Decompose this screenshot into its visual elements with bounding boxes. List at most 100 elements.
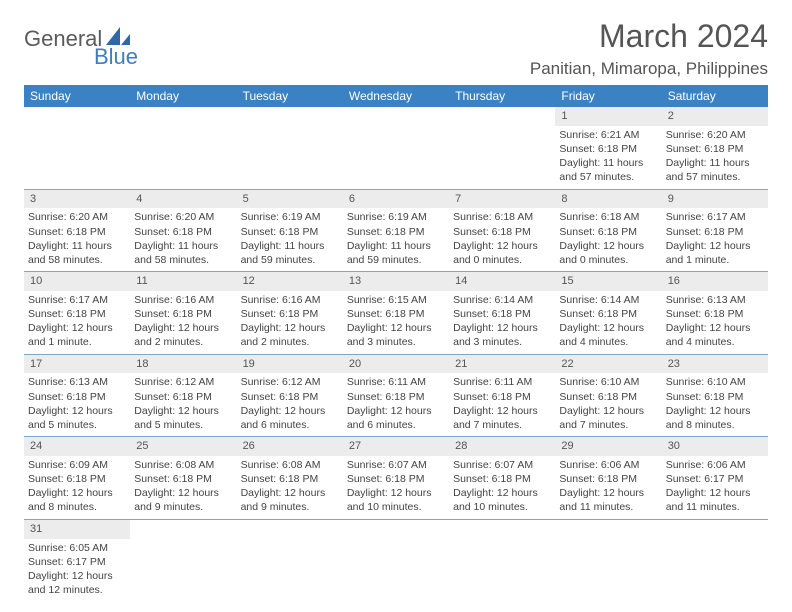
- day-content: Sunrise: 6:06 AMSunset: 6:18 PMDaylight:…: [555, 456, 661, 519]
- day-content: Sunrise: 6:07 AMSunset: 6:18 PMDaylight:…: [449, 456, 555, 519]
- day-line: Sunrise: 6:06 AM: [666, 458, 764, 472]
- day-content: Sunrise: 6:16 AMSunset: 6:18 PMDaylight:…: [237, 291, 343, 354]
- day-line: Sunset: 6:18 PM: [28, 472, 126, 486]
- day-line: Sunset: 6:18 PM: [134, 472, 232, 486]
- day-content: Sunrise: 6:06 AMSunset: 6:17 PMDaylight:…: [662, 456, 768, 519]
- day-line: Sunrise: 6:08 AM: [241, 458, 339, 472]
- calendar-cell: 14Sunrise: 6:14 AMSunset: 6:18 PMDayligh…: [449, 272, 555, 355]
- day-line: Sunrise: 6:21 AM: [559, 128, 657, 142]
- calendar-cell: 17Sunrise: 6:13 AMSunset: 6:18 PMDayligh…: [24, 354, 130, 437]
- day-line: Sunrise: 6:17 AM: [666, 210, 764, 224]
- day-line: Sunset: 6:17 PM: [28, 555, 126, 569]
- day-line: Sunrise: 6:16 AM: [134, 293, 232, 307]
- day-line: Daylight: 12 hours and 4 minutes.: [666, 321, 764, 349]
- calendar-cell: 26Sunrise: 6:08 AMSunset: 6:18 PMDayligh…: [237, 437, 343, 520]
- day-content: Sunrise: 6:20 AMSunset: 6:18 PMDaylight:…: [130, 208, 236, 271]
- calendar-cell: 6Sunrise: 6:19 AMSunset: 6:18 PMDaylight…: [343, 189, 449, 272]
- day-line: Sunset: 6:18 PM: [241, 307, 339, 321]
- day-line: Sunrise: 6:16 AM: [241, 293, 339, 307]
- day-number: 15: [555, 272, 661, 291]
- day-line: Sunset: 6:18 PM: [134, 390, 232, 404]
- day-line: Sunrise: 6:13 AM: [666, 293, 764, 307]
- day-line: Daylight: 11 hours and 57 minutes.: [559, 156, 657, 184]
- day-line: Sunrise: 6:11 AM: [347, 375, 445, 389]
- day-line: Daylight: 12 hours and 12 minutes.: [28, 569, 126, 597]
- calendar-cell: [130, 107, 236, 189]
- day-line: Sunrise: 6:12 AM: [241, 375, 339, 389]
- day-line: Sunset: 6:18 PM: [666, 142, 764, 156]
- day-content: Sunrise: 6:10 AMSunset: 6:18 PMDaylight:…: [555, 373, 661, 436]
- calendar-cell: 11Sunrise: 6:16 AMSunset: 6:18 PMDayligh…: [130, 272, 236, 355]
- day-line: Sunset: 6:18 PM: [559, 307, 657, 321]
- day-line: Sunset: 6:18 PM: [28, 390, 126, 404]
- day-line: Sunrise: 6:10 AM: [666, 375, 764, 389]
- day-line: Daylight: 12 hours and 9 minutes.: [134, 486, 232, 514]
- day-number: 9: [662, 190, 768, 209]
- day-line: Daylight: 12 hours and 6 minutes.: [241, 404, 339, 432]
- day-content: Sunrise: 6:13 AMSunset: 6:18 PMDaylight:…: [662, 291, 768, 354]
- calendar-table: SundayMondayTuesdayWednesdayThursdayFrid…: [24, 85, 768, 601]
- day-number: 5: [237, 190, 343, 209]
- location-text: Panitian, Mimaropa, Philippines: [530, 59, 768, 79]
- day-number: 28: [449, 437, 555, 456]
- day-number: 29: [555, 437, 661, 456]
- day-line: Sunrise: 6:09 AM: [28, 458, 126, 472]
- day-line: Sunset: 6:18 PM: [559, 142, 657, 156]
- day-content: Sunrise: 6:17 AMSunset: 6:18 PMDaylight:…: [24, 291, 130, 354]
- day-line: Daylight: 12 hours and 10 minutes.: [347, 486, 445, 514]
- calendar-cell: 1Sunrise: 6:21 AMSunset: 6:18 PMDaylight…: [555, 107, 661, 189]
- calendar-cell: 2Sunrise: 6:20 AMSunset: 6:18 PMDaylight…: [662, 107, 768, 189]
- day-number: 19: [237, 355, 343, 374]
- day-number: 25: [130, 437, 236, 456]
- day-line: Sunset: 6:18 PM: [666, 390, 764, 404]
- day-line: Sunset: 6:18 PM: [134, 225, 232, 239]
- day-number: 18: [130, 355, 236, 374]
- day-line: Sunrise: 6:15 AM: [347, 293, 445, 307]
- weekday-header: Thursday: [449, 85, 555, 107]
- day-line: Sunrise: 6:18 AM: [453, 210, 551, 224]
- calendar-row: 10Sunrise: 6:17 AMSunset: 6:18 PMDayligh…: [24, 272, 768, 355]
- calendar-cell: 13Sunrise: 6:15 AMSunset: 6:18 PMDayligh…: [343, 272, 449, 355]
- day-line: Sunset: 6:18 PM: [241, 225, 339, 239]
- day-line: Sunset: 6:18 PM: [134, 307, 232, 321]
- day-line: Sunset: 6:18 PM: [666, 307, 764, 321]
- day-line: Sunset: 6:18 PM: [241, 390, 339, 404]
- day-line: Daylight: 12 hours and 5 minutes.: [28, 404, 126, 432]
- day-line: Daylight: 12 hours and 8 minutes.: [666, 404, 764, 432]
- day-content: Sunrise: 6:16 AMSunset: 6:18 PMDaylight:…: [130, 291, 236, 354]
- calendar-cell: 23Sunrise: 6:10 AMSunset: 6:18 PMDayligh…: [662, 354, 768, 437]
- day-line: Daylight: 12 hours and 0 minutes.: [559, 239, 657, 267]
- day-content: Sunrise: 6:12 AMSunset: 6:18 PMDaylight:…: [130, 373, 236, 436]
- calendar-cell: 24Sunrise: 6:09 AMSunset: 6:18 PMDayligh…: [24, 437, 130, 520]
- day-line: Daylight: 12 hours and 3 minutes.: [453, 321, 551, 349]
- calendar-cell: [237, 107, 343, 189]
- calendar-row: 3Sunrise: 6:20 AMSunset: 6:18 PMDaylight…: [24, 189, 768, 272]
- calendar-cell: 21Sunrise: 6:11 AMSunset: 6:18 PMDayligh…: [449, 354, 555, 437]
- day-line: Sunrise: 6:07 AM: [453, 458, 551, 472]
- day-number: 3: [24, 190, 130, 209]
- day-line: Sunrise: 6:12 AM: [134, 375, 232, 389]
- day-line: Sunrise: 6:11 AM: [453, 375, 551, 389]
- weekday-header: Tuesday: [237, 85, 343, 107]
- calendar-cell: 12Sunrise: 6:16 AMSunset: 6:18 PMDayligh…: [237, 272, 343, 355]
- day-number: 21: [449, 355, 555, 374]
- day-line: Sunrise: 6:05 AM: [28, 541, 126, 555]
- weekday-header: Friday: [555, 85, 661, 107]
- day-line: Daylight: 12 hours and 6 minutes.: [347, 404, 445, 432]
- day-content: Sunrise: 6:09 AMSunset: 6:18 PMDaylight:…: [24, 456, 130, 519]
- day-line: Daylight: 12 hours and 7 minutes.: [559, 404, 657, 432]
- day-line: Sunset: 6:18 PM: [28, 307, 126, 321]
- day-content: Sunrise: 6:12 AMSunset: 6:18 PMDaylight:…: [237, 373, 343, 436]
- calendar-cell: 22Sunrise: 6:10 AMSunset: 6:18 PMDayligh…: [555, 354, 661, 437]
- day-content: Sunrise: 6:18 AMSunset: 6:18 PMDaylight:…: [449, 208, 555, 271]
- day-number: 10: [24, 272, 130, 291]
- day-content: Sunrise: 6:11 AMSunset: 6:18 PMDaylight:…: [449, 373, 555, 436]
- day-line: Daylight: 12 hours and 3 minutes.: [347, 321, 445, 349]
- day-line: Sunrise: 6:07 AM: [347, 458, 445, 472]
- day-content: Sunrise: 6:08 AMSunset: 6:18 PMDaylight:…: [130, 456, 236, 519]
- calendar-cell: 9Sunrise: 6:17 AMSunset: 6:18 PMDaylight…: [662, 189, 768, 272]
- calendar-cell: 25Sunrise: 6:08 AMSunset: 6:18 PMDayligh…: [130, 437, 236, 520]
- day-number: 26: [237, 437, 343, 456]
- day-line: Sunrise: 6:13 AM: [28, 375, 126, 389]
- day-line: Sunset: 6:18 PM: [453, 472, 551, 486]
